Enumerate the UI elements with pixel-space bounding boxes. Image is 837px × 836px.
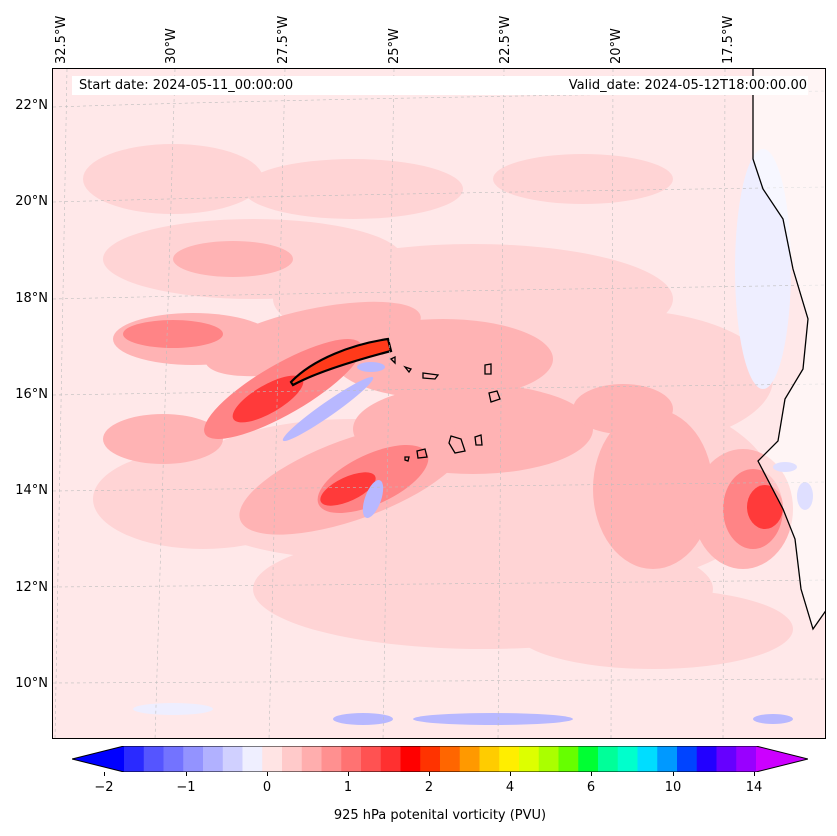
colorbar-segment (578, 746, 599, 772)
colorbar-segment (657, 746, 678, 772)
colorbar-segment (519, 746, 540, 772)
start-date-label: Start date: 2024-05-11_00:00:00 (79, 78, 294, 93)
cb-tickmark (591, 772, 592, 776)
cb-tick-label: 6 (586, 780, 596, 795)
cb-tickmark (754, 772, 755, 776)
pv-maximum-streak (289, 337, 393, 387)
valid-date-label: Valid_date: 2024-05-12T18:00:00.00 (568, 78, 807, 93)
lon-label: 22.5°W (498, 15, 513, 64)
lon-label: 32.5°W (54, 15, 69, 64)
colorbar-segment (242, 746, 263, 772)
colorbar-segment (203, 746, 224, 772)
colorbar-segment (341, 746, 362, 772)
colorbar-segment (321, 746, 342, 772)
cb-tick-label: 4 (505, 780, 515, 795)
colorbar-segment (361, 746, 382, 772)
colorbar-segment (124, 746, 145, 772)
lat-label: 14°N (15, 483, 48, 498)
africa-landmass (753, 69, 825, 629)
colorbar-segment (143, 746, 164, 772)
cb-tick-label: 0 (262, 780, 272, 795)
colorbar-segment (558, 746, 579, 772)
header-band (72, 76, 808, 95)
lat-label: 12°N (15, 580, 48, 595)
map-plot-area[interactable] (52, 68, 826, 739)
colorbar-segment (499, 746, 520, 772)
lat-label: 20°N (15, 194, 48, 209)
colorbar-extend-min (72, 746, 124, 772)
lat-label: 22°N (15, 98, 48, 113)
cb-tickmark (510, 772, 511, 776)
lon-label: 27.5°W (276, 15, 291, 64)
cb-tick-label: −2 (94, 780, 114, 795)
cb-tickmark (186, 772, 187, 776)
colorbar-segment (479, 746, 500, 772)
colorbar-title: 925 hPa potenital vorticity (PVU) (333, 808, 547, 823)
lon-label: 25°W (387, 28, 402, 64)
graticule (53, 69, 825, 738)
colorbar-segment (301, 746, 322, 772)
cb-tickmark (429, 772, 430, 776)
lat-label: 10°N (15, 676, 48, 691)
lon-label: 17.5°W (721, 15, 736, 64)
cb-tick-label: 1 (343, 780, 353, 795)
colorbar-segment (598, 746, 619, 772)
africa-coastline (752, 69, 825, 631)
lon-label: 20°W (609, 28, 624, 64)
colorbar-segment (736, 746, 757, 772)
colorbar-segment (380, 746, 401, 772)
colorbar-segment (440, 746, 461, 772)
cb-tick-label: 2 (424, 780, 434, 795)
colorbar-segment (538, 746, 559, 772)
pv-contours-max (232, 375, 783, 529)
cb-tickmark (348, 772, 349, 776)
colorbar-segment (716, 746, 737, 772)
cb-tickmark (104, 772, 105, 776)
colorbar-segment (696, 746, 717, 772)
colorbar-segment (677, 746, 698, 772)
colorbar-segment (163, 746, 184, 772)
lon-label: 30°W (164, 28, 179, 64)
cb-tick-label: 10 (664, 780, 682, 795)
lat-label: 16°N (15, 387, 48, 402)
colorbar-segment (183, 746, 204, 772)
colorbar-extend-max (756, 746, 808, 772)
cb-tick-label: 14 (745, 780, 763, 795)
colorbar-segment (262, 746, 283, 772)
pv-field-map (53, 69, 825, 738)
cb-tick-label: −1 (176, 780, 196, 795)
cape-verde-islands (389, 355, 501, 462)
lat-label: 18°N (15, 291, 48, 306)
colorbar (72, 746, 808, 772)
colorbar-segment (282, 746, 303, 772)
colorbar-segment (400, 746, 421, 772)
colorbar-segment (420, 746, 441, 772)
cb-tickmark (673, 772, 674, 776)
pv-contours-negative (282, 362, 813, 725)
colorbar-segment (617, 746, 638, 772)
colorbar-segment (222, 746, 243, 772)
colorbar-segment (459, 746, 480, 772)
colorbar-segment (637, 746, 658, 772)
cb-tickmark (267, 772, 268, 776)
